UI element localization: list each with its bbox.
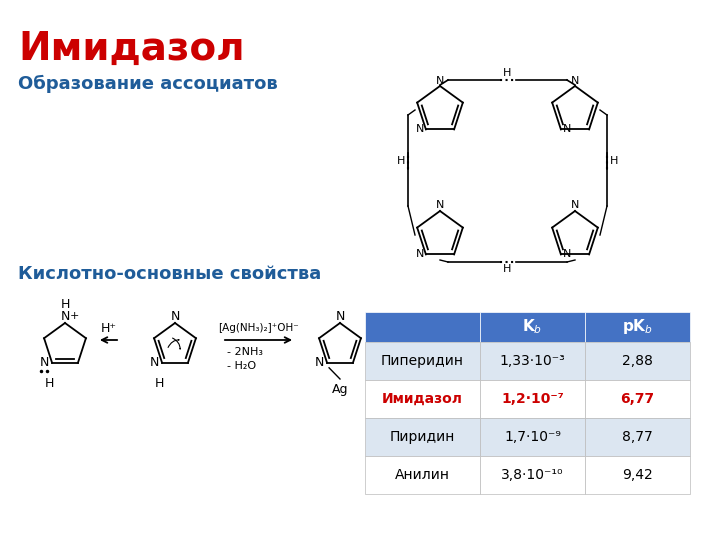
Bar	[585, 312, 690, 342]
Text: N: N	[415, 249, 424, 259]
Text: 6,77: 6,77	[621, 392, 654, 406]
Text: 1,7·10⁻⁹: 1,7·10⁻⁹	[504, 430, 561, 444]
Text: N: N	[563, 124, 571, 134]
Text: [Ag(NH₃)₂]⁺OH⁻: [Ag(NH₃)₂]⁺OH⁻	[218, 323, 299, 333]
Text: H: H	[503, 68, 512, 78]
Text: N: N	[571, 200, 579, 210]
Text: H: H	[397, 156, 405, 165]
Text: Имидазол: Имидазол	[18, 30, 245, 68]
Text: - 2NH₃: - 2NH₃	[227, 347, 263, 357]
Text: N: N	[415, 124, 424, 134]
Text: N: N	[436, 76, 444, 86]
FancyArrowPatch shape	[168, 340, 179, 347]
Text: Образование ассоциатов: Образование ассоциатов	[18, 75, 278, 93]
Bar	[365, 342, 480, 380]
Text: 1,33·10⁻³: 1,33·10⁻³	[500, 354, 565, 368]
Text: 9,42: 9,42	[622, 468, 653, 482]
Bar	[365, 380, 480, 418]
Text: H: H	[154, 377, 163, 390]
Text: Кислотно-основные свойства: Кислотно-основные свойства	[18, 265, 321, 283]
Text: Пиридин: Пиридин	[390, 430, 455, 444]
Text: +: +	[70, 311, 79, 321]
Bar	[585, 380, 690, 418]
Bar	[480, 380, 585, 418]
Bar	[585, 342, 690, 380]
Bar	[480, 312, 585, 342]
Text: N: N	[171, 310, 180, 323]
Text: Ag: Ag	[332, 383, 348, 396]
Text: N: N	[571, 76, 579, 86]
Text: 2,88: 2,88	[622, 354, 653, 368]
Text: H: H	[503, 264, 512, 274]
Text: pK$_b$: pK$_b$	[622, 318, 653, 336]
Text: H: H	[45, 377, 54, 390]
Text: N: N	[336, 310, 345, 323]
Bar	[480, 456, 585, 494]
Text: Имидазол: Имидазол	[382, 392, 463, 406]
Text: H: H	[610, 156, 618, 165]
Bar	[480, 418, 585, 456]
FancyArrowPatch shape	[173, 338, 181, 349]
Text: N: N	[563, 249, 571, 259]
Bar	[480, 342, 585, 380]
Text: 3,8·10⁻¹⁰: 3,8·10⁻¹⁰	[501, 468, 564, 482]
Text: N: N	[40, 356, 49, 369]
Text: - H₂O: - H₂O	[227, 361, 256, 371]
Bar	[585, 418, 690, 456]
Text: N: N	[60, 310, 70, 323]
Text: N: N	[315, 356, 324, 369]
Text: Пиперидин: Пиперидин	[381, 354, 464, 368]
Text: N: N	[436, 200, 444, 210]
Bar	[365, 418, 480, 456]
Text: N: N	[150, 356, 159, 369]
Bar	[365, 312, 480, 342]
Text: H⁺: H⁺	[101, 322, 117, 335]
Text: 1,2·10⁻⁷: 1,2·10⁻⁷	[501, 392, 564, 406]
Text: Анилин: Анилин	[395, 468, 450, 482]
Bar	[365, 456, 480, 494]
Text: H: H	[60, 298, 70, 311]
Text: 8,77: 8,77	[622, 430, 653, 444]
Bar	[585, 456, 690, 494]
Text: K$_b$: K$_b$	[523, 318, 543, 336]
